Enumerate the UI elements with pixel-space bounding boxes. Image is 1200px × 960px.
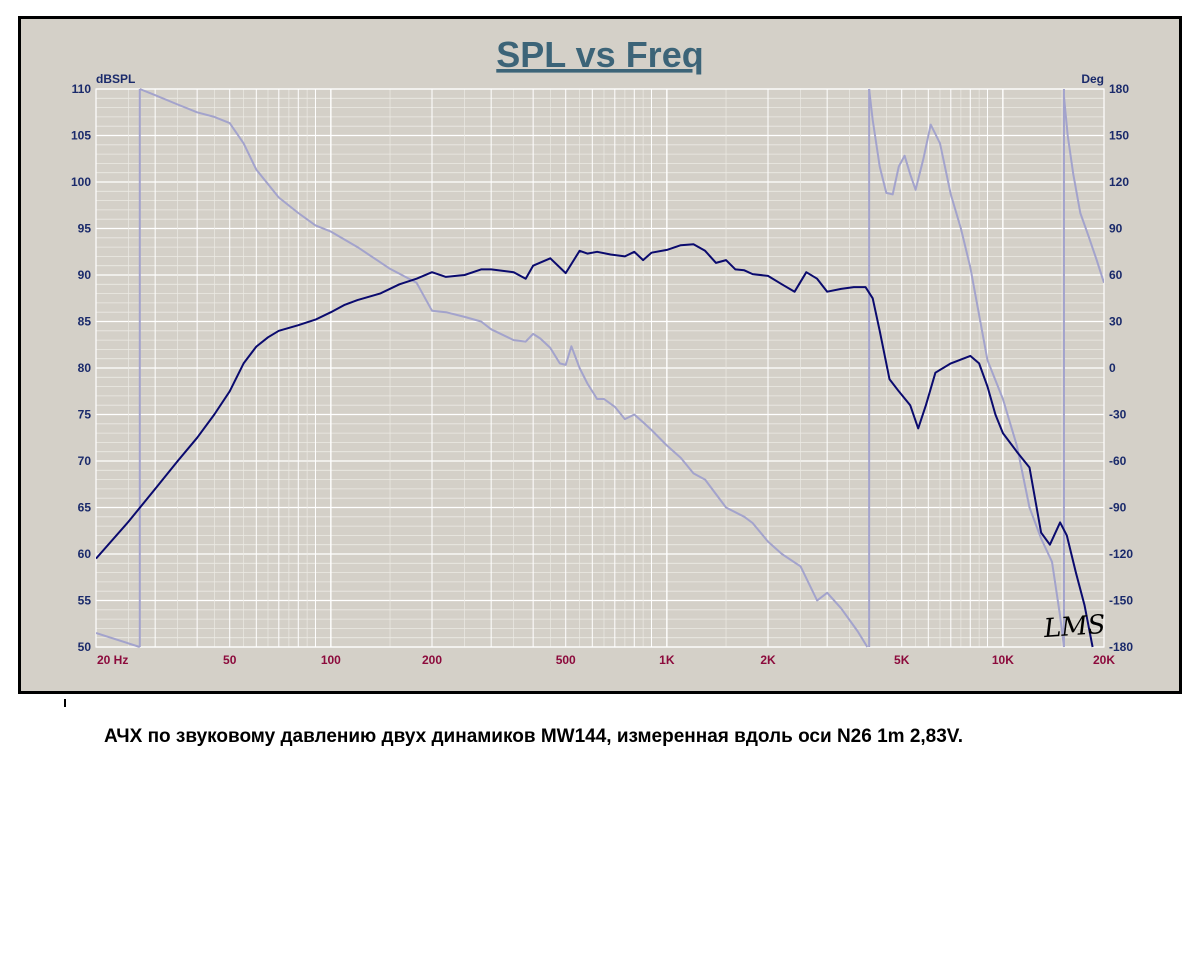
y2-tick-label: -120 — [1109, 547, 1133, 561]
phase-curve-phase4 — [1063, 96, 1104, 284]
y2-tick-label: 60 — [1109, 268, 1123, 282]
x-tick-label: 10K — [992, 653, 1014, 667]
y2-axis-label: Deg — [1081, 72, 1104, 86]
y-tick-label: 80 — [78, 361, 92, 375]
y2-tick-label: -180 — [1109, 640, 1133, 654]
x-tick-label: 100 — [321, 653, 341, 667]
y2-tick-label: 150 — [1109, 129, 1129, 143]
y2-tick-label: 90 — [1109, 222, 1123, 236]
y-tick-label: 110 — [72, 82, 92, 96]
lms-signature: LMS — [1042, 610, 1107, 644]
y2-tick-label: 120 — [1109, 175, 1129, 189]
plot-border — [95, 88, 1105, 648]
x-tick-label: 20 Hz — [97, 653, 128, 667]
y-tick-label: 55 — [78, 594, 92, 608]
y-tick-label: 95 — [78, 222, 92, 236]
y2-tick-label: -60 — [1109, 454, 1127, 468]
figure-caption: АЧХ по звуковому давлению двух динамиков… — [104, 726, 964, 747]
phase-curve-phase2 — [139, 88, 869, 648]
panel-baseline — [18, 694, 1182, 707]
x-tick-label: 5K — [894, 653, 910, 667]
chart-title: SPL vs Freq — [496, 34, 703, 75]
y-tick-label: 65 — [78, 501, 92, 515]
x-tick-label: 2K — [760, 653, 776, 667]
x-tick-label: 1K — [659, 653, 675, 667]
spl-chart: SPL vs Freq dBSPL Deg 110 105 100 95 90 85 80 7… — [71, 34, 1133, 667]
y-tick-label: 100 — [71, 175, 91, 189]
x-tick-label: 500 — [556, 653, 576, 667]
y-tick-label: 75 — [78, 408, 92, 422]
y-axis-label: dBSPL — [96, 72, 135, 86]
y-tick-label: 90 — [78, 268, 92, 282]
phase-curve-phase1 — [96, 632, 141, 648]
y-tick-label: 70 — [78, 454, 92, 468]
x-tick-label: 50 — [223, 653, 237, 667]
x-tick-label: 200 — [422, 653, 442, 667]
y2-tick-label: -150 — [1109, 594, 1133, 608]
y2-tick-label: 0 — [1109, 361, 1116, 375]
y2-tick-label: -90 — [1109, 501, 1127, 515]
baseline-svg — [64, 699, 66, 707]
y2-tick-label: -30 — [1109, 408, 1127, 422]
phase-curve-phase3 — [868, 88, 1065, 648]
y-tick-label: 105 — [71, 129, 91, 143]
y-tick-label: 85 — [78, 315, 92, 329]
y2-tick-label: 30 — [1109, 315, 1123, 329]
spl-curve — [96, 243, 1094, 648]
x-tick-label: 20K — [1093, 653, 1115, 667]
plot-area: 110 105 100 95 90 85 80 75 70 65 60 55 50 180 150 120 90… — [71, 82, 1133, 667]
y2-tick-label: 180 — [1109, 82, 1129, 96]
y-tick-label: 60 — [78, 547, 92, 561]
y-tick-label: 50 — [78, 640, 92, 654]
